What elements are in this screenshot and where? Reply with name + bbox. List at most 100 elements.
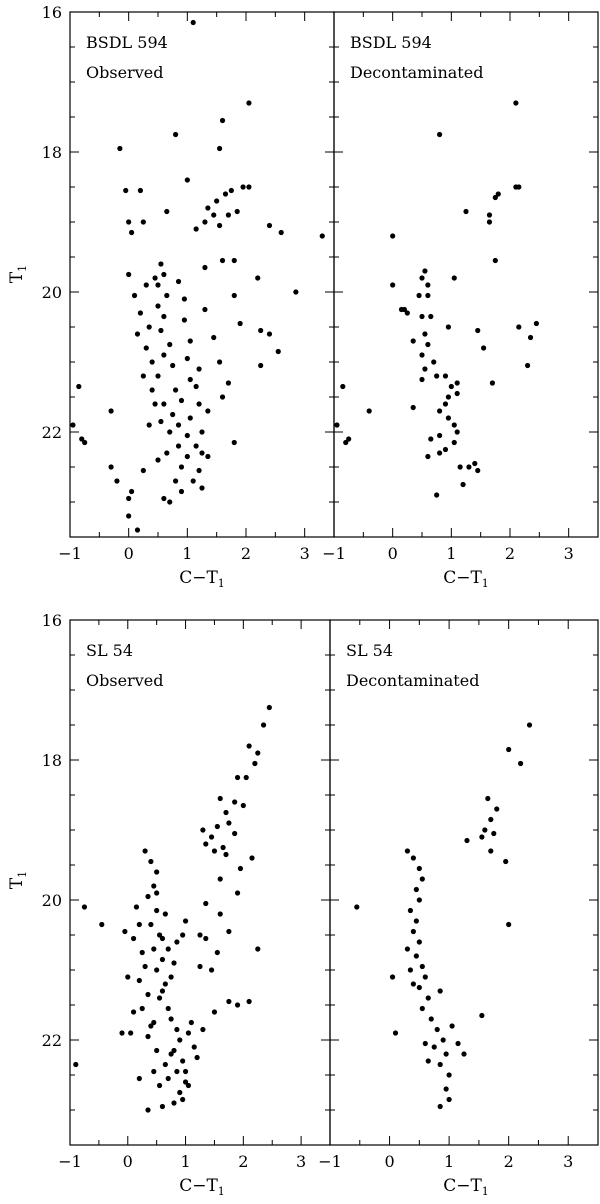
panel-3-data-point	[174, 939, 180, 945]
panel-2-data-point	[516, 324, 522, 330]
panel-3-data-point	[211, 1009, 218, 1015]
panel-4-data-point	[407, 907, 413, 914]
panel-3-data-point	[154, 967, 160, 973]
panel-4-data-point	[404, 848, 411, 854]
panel-1-data-point	[108, 464, 114, 470]
panel-3-data-point	[217, 795, 223, 802]
panel-4-data-point	[419, 876, 425, 882]
panel-1-x-tick-label: 1	[182, 544, 192, 563]
panel-2-x-tick-label: −1	[322, 544, 346, 563]
panel-2-data-point	[346, 436, 352, 442]
panel-1-data-point	[199, 429, 205, 435]
panel-4-data-point	[443, 1051, 449, 1057]
panel-1-data-point	[184, 355, 190, 362]
panel-2-data-point	[445, 415, 451, 421]
panel-2-data-point	[437, 432, 443, 439]
panel-4-data-point	[419, 1005, 425, 1012]
panel-1-cluster-name: BSDL 594	[86, 33, 168, 52]
panel-2-data-point	[340, 383, 346, 390]
panel-2-data-point	[442, 446, 449, 453]
panel-4-data-point	[446, 1096, 452, 1103]
panel-1-data-point	[146, 422, 152, 428]
panel-1-x-tick-label: 3	[300, 544, 310, 563]
panel-1-data-point	[137, 187, 143, 194]
panel-3-data-point	[246, 998, 252, 1005]
panel-3-data-point	[243, 774, 249, 781]
panel-4-data-point	[413, 886, 419, 893]
panel-2-data-point	[410, 404, 416, 411]
panel-3-data-point	[145, 1107, 151, 1113]
panel-1-data-point	[246, 100, 252, 106]
panel-3-data-point	[171, 1100, 177, 1106]
panel-4-data-point	[464, 837, 470, 844]
panel-3-data-point	[185, 1030, 192, 1036]
panel-2-data-point	[448, 383, 454, 390]
panel-2-data-point	[460, 481, 466, 488]
panel-4-data-point	[488, 816, 494, 823]
panel-4-data-point	[491, 830, 497, 837]
panel-2-data-point	[445, 324, 451, 330]
panel-2-data-point	[451, 439, 457, 446]
panel-4-x-tick-label: 2	[504, 1152, 514, 1171]
panel-1-data-point	[275, 348, 281, 355]
panel-1-data-point	[266, 331, 273, 337]
panel-1-y-tick-label: 18	[42, 143, 62, 162]
panel-3-data-point	[168, 974, 174, 980]
panel-4-data-point	[440, 1037, 446, 1043]
panel-1-data-point	[155, 457, 161, 463]
panel-3-x-tick-label: −1	[58, 1152, 82, 1171]
panel-3-data-point	[234, 1002, 241, 1008]
panel-3-data-point	[130, 1009, 137, 1015]
panel-2-bsdl-594-decontaminated: −1 0 1 2 3 BSDL 594 Decontaminated	[322, 11, 599, 563]
panel-2-data-point	[434, 373, 440, 379]
panel-1-data-point	[219, 257, 226, 264]
panel-2-data-point	[437, 450, 443, 456]
panel-3-data-point	[151, 946, 157, 952]
panel-3-data-point	[174, 1068, 180, 1075]
panel-3-data-point	[188, 1019, 194, 1026]
panel-2-data-point	[445, 394, 451, 400]
panel-1-data-point	[167, 499, 173, 505]
panel-1-data-point	[70, 422, 76, 428]
panel-3-data-point	[154, 890, 160, 896]
panel-3-data-point	[156, 932, 163, 938]
panel-3-data-point	[185, 1082, 192, 1089]
panel-2-data-point	[434, 492, 440, 498]
panel-3-data-point	[177, 1037, 183, 1043]
panel-3-data-point	[223, 809, 229, 816]
panel-3-data-point	[182, 918, 189, 924]
panel-3-data-point	[148, 1023, 154, 1029]
panel-1-data-point	[126, 495, 132, 502]
panel-1-data-point	[175, 422, 182, 428]
panel-4-data-point	[416, 939, 422, 945]
panel-3-data-point	[145, 1033, 151, 1040]
panel-4-x-tick-label: 1	[444, 1152, 454, 1171]
panel-3-data-point	[255, 946, 261, 952]
panel-3-data-point	[220, 844, 226, 851]
panel-3-data-point	[122, 928, 128, 935]
panel-2-data-point	[343, 439, 349, 446]
panel-3-data-point	[226, 928, 232, 935]
panel-4-x-tick-label: 3	[563, 1152, 573, 1171]
panel-3-data-point	[260, 722, 267, 728]
panel-1-data-point	[231, 257, 237, 264]
panel-1-data-point	[158, 261, 164, 267]
panel-1-data-point	[246, 184, 252, 190]
panel-3-data-point	[252, 760, 258, 767]
panel-2-cluster-name: BSDL 594	[350, 33, 432, 52]
panel-3-data-point	[81, 904, 88, 910]
panel-1-data-point	[293, 289, 299, 295]
panel-3-data-point	[226, 820, 232, 826]
panel-1-data-point	[161, 495, 167, 502]
panel-3-data-point	[145, 893, 151, 900]
panel-3-data-point	[217, 911, 223, 917]
panel-4-data-point	[479, 834, 485, 840]
panel-3-data-point	[159, 1103, 166, 1110]
panel-3-data-point	[191, 1044, 197, 1050]
panel-2-data-point	[419, 313, 425, 320]
panel-4-data-point	[392, 1030, 399, 1036]
panel-2-data-point	[489, 380, 495, 386]
panel-3-data-point	[226, 998, 232, 1005]
